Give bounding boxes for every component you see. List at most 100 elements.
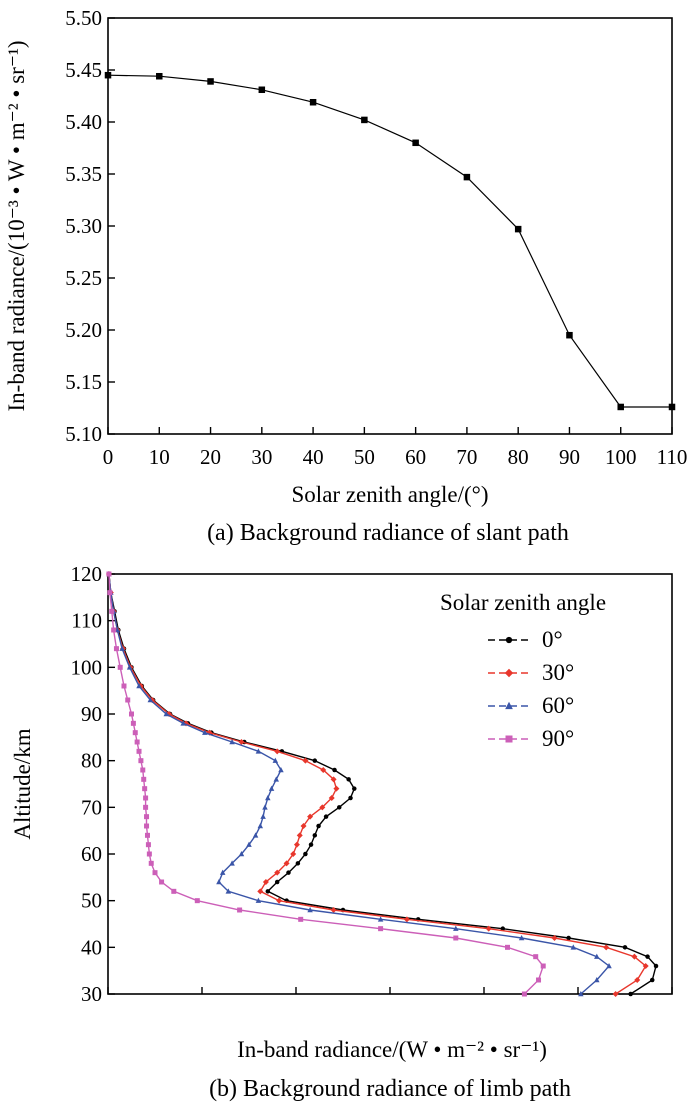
x-tick-label: 20	[200, 445, 221, 469]
series-0deg	[106, 571, 659, 997]
x-tick-label: 0.03	[372, 0, 409, 5]
series-30deg-point	[330, 776, 337, 783]
series-0-point	[668, 403, 676, 411]
series-30deg-point	[551, 935, 558, 941]
x-tick-label: 100	[605, 445, 637, 469]
series-0-point	[104, 71, 112, 79]
x-tick-label: 0	[103, 445, 114, 469]
series-60deg-point	[262, 804, 268, 810]
series-90deg	[106, 571, 546, 997]
series-0-point	[463, 173, 471, 181]
series-30deg-point	[330, 907, 337, 913]
series-30deg-point	[634, 977, 641, 983]
chart-a-y-ticks: 5.10 5.15 5.20 5.25 5.30 5.35 5.40 5.45 5.50	[65, 6, 115, 446]
series-0deg-point	[312, 833, 318, 838]
series-60deg-point	[594, 977, 600, 983]
series-60deg-point	[260, 813, 266, 819]
series-30deg	[105, 571, 649, 997]
legend-item-0deg: 0°	[488, 627, 563, 652]
legend-item-30deg-label: 30°	[542, 660, 574, 685]
series-90deg-point	[113, 646, 119, 652]
series-30deg-point	[262, 879, 269, 885]
series-90deg-point	[106, 571, 112, 577]
y-tick-label: 5.35	[65, 162, 102, 186]
series-90deg-point	[107, 590, 113, 596]
chart-a-x-ticks: 0 10 20 30 40 50 60 70 80 90 100 110	[103, 427, 687, 469]
x-tick-label: 0.06	[654, 0, 691, 5]
chart-b-frame	[107, 573, 673, 995]
series-90deg-point	[111, 627, 117, 633]
series-90deg-point	[505, 944, 510, 950]
chart-b-y-ticks: 30 40 50 60 70 80 90 100 110 120	[71, 562, 115, 1006]
chart-b-y-axis-label: Altitude/km	[10, 728, 35, 839]
x-tick-label: 0.00	[90, 0, 127, 5]
series-60deg-point	[268, 785, 275, 791]
chart-b-legend: Solar zenith angle 0° 30° 60° 90°	[440, 590, 606, 751]
legend-item-90deg-label: 90°	[542, 726, 574, 751]
series-60deg-point	[377, 916, 384, 922]
series-90deg-point	[453, 935, 459, 941]
series-0-point	[258, 86, 266, 94]
series-60deg-point	[136, 683, 142, 689]
series-90deg-point	[136, 748, 142, 754]
series-30deg-point	[631, 953, 638, 960]
x-tick-label: 0.01	[184, 0, 221, 5]
series-30deg-point	[274, 869, 281, 876]
series-60deg-point	[255, 748, 262, 754]
series-60deg-point	[147, 697, 154, 703]
series-90deg-point	[132, 730, 138, 736]
chart-b-series	[105, 571, 659, 997]
series-30deg-point	[290, 851, 297, 857]
series-0-point	[514, 225, 522, 233]
series-90deg-point	[144, 814, 150, 820]
y-tick-label: 120	[71, 562, 103, 586]
y-tick-label: 100	[71, 655, 103, 679]
legend-item-90deg-marker	[505, 735, 513, 743]
series-60deg-point	[272, 757, 279, 763]
series-60deg-point	[202, 729, 208, 735]
series-60deg-point	[307, 907, 313, 913]
series-60deg-line	[108, 573, 611, 995]
series-30deg-point	[328, 795, 335, 801]
chart-a-frame	[107, 17, 673, 435]
y-tick-label: 5.40	[65, 110, 102, 134]
series-0-point	[309, 98, 317, 106]
series-30deg-point	[238, 739, 245, 745]
series-0deg-point	[303, 851, 308, 857]
x-tick-label: 0.05	[560, 0, 597, 5]
series-90deg-point	[146, 851, 152, 857]
y-tick-label: 90	[81, 702, 102, 726]
series-60deg-point	[255, 897, 262, 903]
series-60deg-point	[570, 944, 577, 950]
series-90deg-point	[378, 926, 384, 932]
series-0deg-point	[336, 805, 342, 810]
series-30deg-point	[307, 813, 314, 820]
series-30deg-line	[108, 573, 647, 995]
y-tick-label: 50	[81, 889, 102, 913]
series-90deg-point	[536, 977, 542, 983]
x-tick-label: 90	[559, 445, 580, 469]
series-0-point	[361, 116, 368, 124]
chart-a-x-axis-label: Solar zenith angle/(°)	[292, 482, 489, 507]
series-0deg-point	[352, 786, 357, 791]
series-0deg-point	[332, 767, 337, 773]
x-tick-label: 60	[405, 445, 426, 469]
y-tick-label: 70	[81, 795, 102, 819]
y-tick-label: 5.20	[65, 318, 102, 342]
x-tick-label: 50	[354, 445, 375, 469]
chart-b-legend-items: 0° 30° 60° 90°	[488, 627, 574, 751]
series-30deg-point	[274, 748, 281, 755]
series-30deg-point	[296, 832, 303, 839]
series-60deg-point	[257, 823, 264, 829]
chart-b-caption: (b) Background radiance of limb path	[209, 1076, 571, 1102]
series-90deg-point	[130, 720, 136, 726]
series-60deg-point	[163, 711, 170, 717]
series-0deg-point	[622, 945, 628, 950]
series-90deg-point	[237, 907, 243, 913]
series-60deg-point	[246, 841, 252, 847]
x-tick-label: 80	[508, 445, 529, 469]
y-tick-label: 5.10	[65, 422, 102, 446]
chart-a-caption: (a) Background radiance of slant path	[207, 520, 569, 546]
